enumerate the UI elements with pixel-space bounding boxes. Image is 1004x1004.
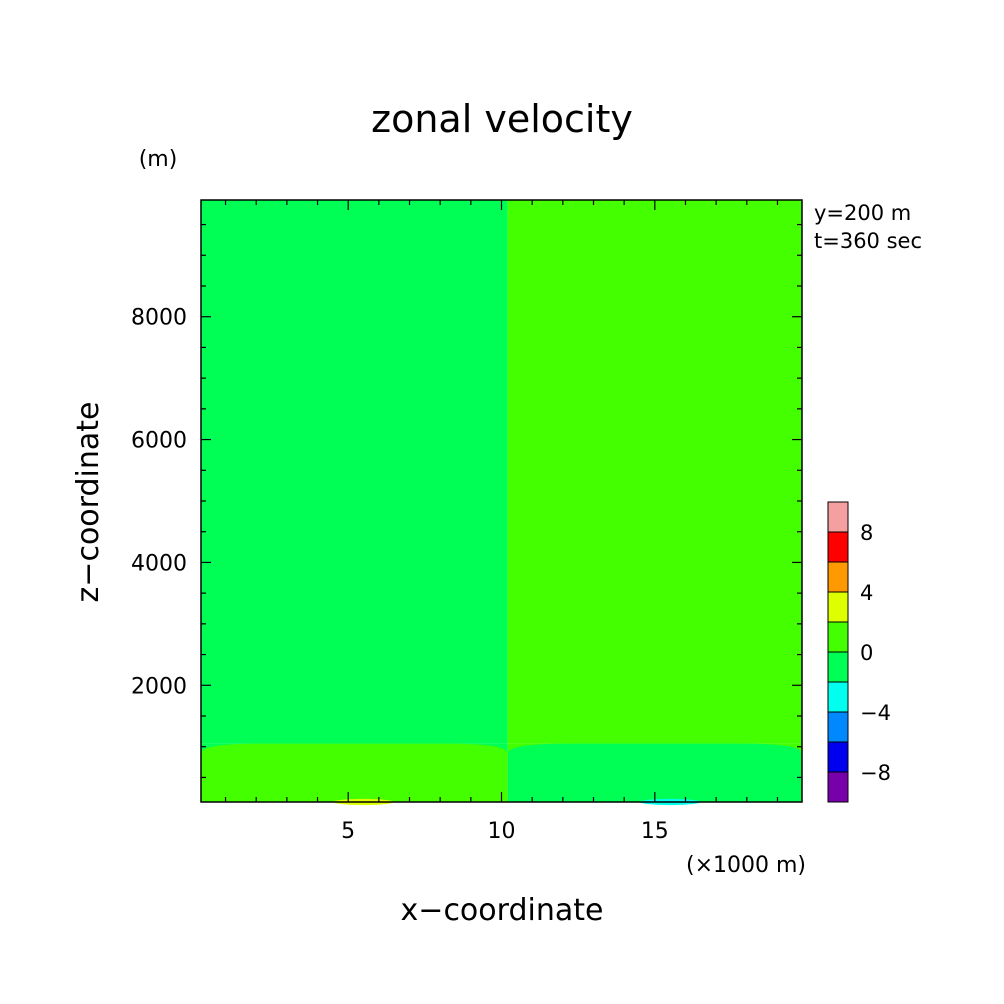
field-region-lower-right	[507, 743, 802, 802]
colorbar-swatch	[827, 681, 849, 713]
colorbar: 8 4 0 −4 −8	[827, 501, 891, 803]
y-tick-label: 8000	[131, 306, 187, 331]
colorbar-swatch	[827, 501, 849, 533]
colorbar-swatch	[827, 741, 849, 773]
x-tick-label: 15	[641, 819, 669, 844]
colorbar-tick-label: 8	[860, 521, 873, 545]
y-tick-label: 4000	[131, 551, 187, 576]
colorbar-swatch	[827, 711, 849, 743]
y-tick-label: 2000	[131, 674, 187, 699]
x-axis-label: x−coordinate	[401, 893, 604, 928]
colorbar-swatch	[827, 621, 849, 653]
y-tick-label: 6000	[131, 429, 187, 454]
colorbar-swatch	[827, 531, 849, 563]
y-axis-label: z−coordinate	[71, 402, 106, 603]
colorbar-tick-label: 4	[860, 581, 873, 605]
colorbar-swatch	[827, 591, 849, 623]
axes: 5 10 15 2000 4000 6000 8000	[131, 199, 803, 844]
colorbar-swatch	[827, 771, 849, 803]
annotation-time: t=360 sec	[814, 229, 922, 253]
field-region-upper-left	[201, 200, 508, 744]
colorbar-tick-label: 0	[860, 641, 873, 665]
plot-area	[201, 200, 802, 806]
chart-title: zonal velocity	[371, 97, 633, 141]
field-region-upper-right	[507, 200, 802, 744]
colorbar-tick-label: −8	[860, 761, 891, 785]
colorbar-swatch	[827, 651, 849, 683]
y-unit-label: (m)	[139, 147, 178, 172]
x-tick-label: 10	[488, 819, 516, 844]
field-region-lower-left	[201, 743, 508, 802]
colorbar-swatch	[827, 561, 849, 593]
annotation-y-position: y=200 m	[814, 201, 911, 225]
colorbar-tick-label: −4	[860, 701, 891, 725]
x-tick-label: 5	[341, 819, 355, 844]
x-unit-label: (×1000 m)	[686, 853, 806, 878]
